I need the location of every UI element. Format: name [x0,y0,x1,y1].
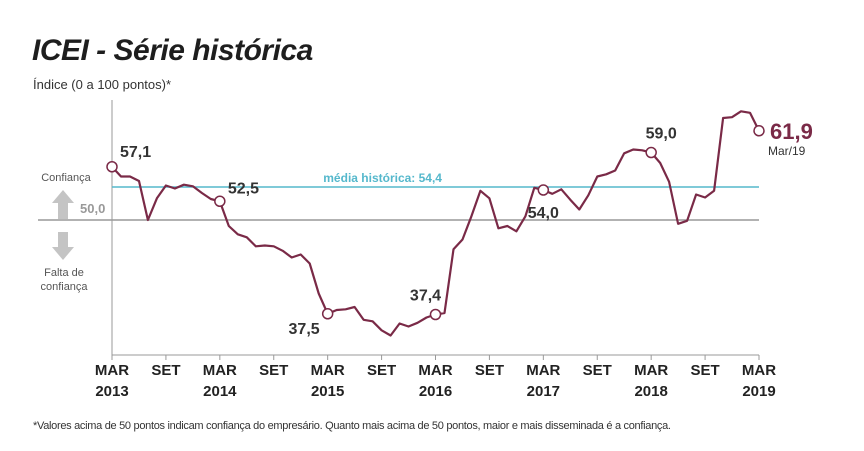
x-tick-label-month: MAR [311,362,345,379]
average-label: média histórica: 54,4 [323,171,442,185]
data-label: 52,5 [228,180,259,197]
chart-subtitle: Índice (0 a 100 pontos)* [33,77,172,92]
x-tick-label-year: 2013 [95,383,128,400]
annotated-point [537,184,550,196]
x-tick-label-year: 2017 [527,383,560,400]
x-tick-label-year: 2018 [634,383,667,400]
annotated-point [645,146,657,159]
x-tick-label-month: SET [259,362,288,379]
annotated-point [214,195,226,207]
annotated-point [753,125,765,137]
data-label: 37,4 [410,288,441,305]
arrow-down-icon [52,232,74,260]
arrow-up-icon [52,190,74,219]
data-label: 54,0 [528,205,559,222]
annotated-point [429,308,442,321]
x-tick-label-month: SET [690,362,719,379]
x-tick-label-month: MAR [95,362,129,379]
legend-confidence: Confiança [41,172,91,184]
legend-no-confidence-line2: confiança [40,281,88,293]
x-tick-label-month: SET [367,362,396,379]
x-tick-label-month: MAR [526,362,560,379]
data-label: 61,9 [770,119,813,144]
chart-title: ICEI - Série histórica [32,34,313,67]
data-sublabel: Mar/19 [768,144,806,158]
x-tick-label-month: MAR [418,362,452,379]
x-tick-label-month: SET [151,362,180,379]
x-tick-label-month: MAR [203,362,237,379]
data-label: 59,0 [646,126,677,143]
y-legend: Confiança Falta de confiança [40,172,91,293]
x-tick-label-year: 2016 [419,383,452,400]
legend-no-confidence-line1: Falta de [44,267,84,279]
x-tick-label-year: 2015 [311,383,344,400]
plot-area: média histórica: 54,4 50,0 MAR 2013 SET MAR 20… [38,100,813,400]
x-tick-label-year: 2019 [742,383,775,400]
annotated-point [321,308,334,320]
baseline-label: 50,0 [80,201,105,216]
annotated-point [106,161,118,173]
x-tick-label-month: SET [583,362,612,379]
x-tick-label-month: MAR [634,362,668,379]
data-label: 57,1 [120,144,151,161]
footnote: *Valores acima de 50 pontos indicam conf… [33,420,671,432]
x-tick-label-month: MAR [742,362,776,379]
x-tick-label-year: 2014 [203,383,237,400]
data-label: 37,5 [289,321,320,338]
x-tick-label-month: SET [475,362,504,379]
